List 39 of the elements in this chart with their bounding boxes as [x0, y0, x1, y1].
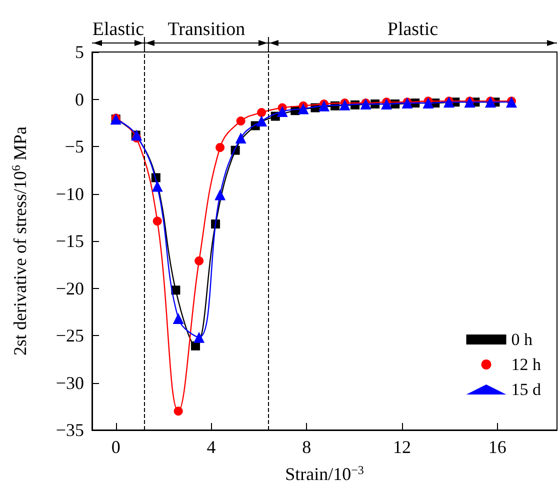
point: [194, 256, 204, 266]
text: Transition: [168, 19, 246, 40]
point: [318, 100, 330, 112]
point: [235, 132, 246, 144]
y-tick-label: −30: [56, 372, 84, 393]
y-tick-label: 0: [75, 89, 84, 110]
point: [214, 189, 226, 200]
y-tick-label: 5: [75, 42, 84, 62]
y-axis-title: 2st derivative of stress/106 MPa: [9, 126, 30, 356]
x-tick-label: 0: [111, 437, 120, 457]
y-tick-label: −5: [64, 136, 84, 156]
y-tick-label: −35: [56, 420, 84, 440]
point: [422, 98, 434, 109]
point: [276, 106, 288, 118]
point: [152, 216, 162, 226]
point: [256, 115, 268, 126]
y-tick-label: −20: [56, 278, 84, 298]
point: [236, 116, 246, 126]
y-tick-label: −25: [56, 326, 84, 346]
legend-label: 0 h: [511, 330, 533, 349]
x-tick-label: 4: [206, 437, 216, 457]
y-tick-label: −15: [56, 231, 84, 251]
point: [194, 332, 205, 343]
y-tick-label: −10: [56, 184, 84, 204]
point: [257, 108, 266, 117]
point: [381, 98, 392, 110]
x-tick-label: 16: [488, 437, 506, 457]
legend-label: 12 h: [511, 355, 542, 374]
legend-label: 15 d: [511, 380, 542, 399]
point: [216, 142, 225, 152]
point: [152, 180, 163, 192]
point: [298, 103, 309, 114]
point: [174, 406, 183, 416]
text: Elastic: [92, 19, 144, 40]
point: [172, 312, 184, 324]
text: Plastic: [387, 19, 438, 40]
x-tick-label: 8: [302, 437, 312, 457]
x-tick-label: 12: [393, 437, 411, 457]
point: [339, 99, 350, 110]
